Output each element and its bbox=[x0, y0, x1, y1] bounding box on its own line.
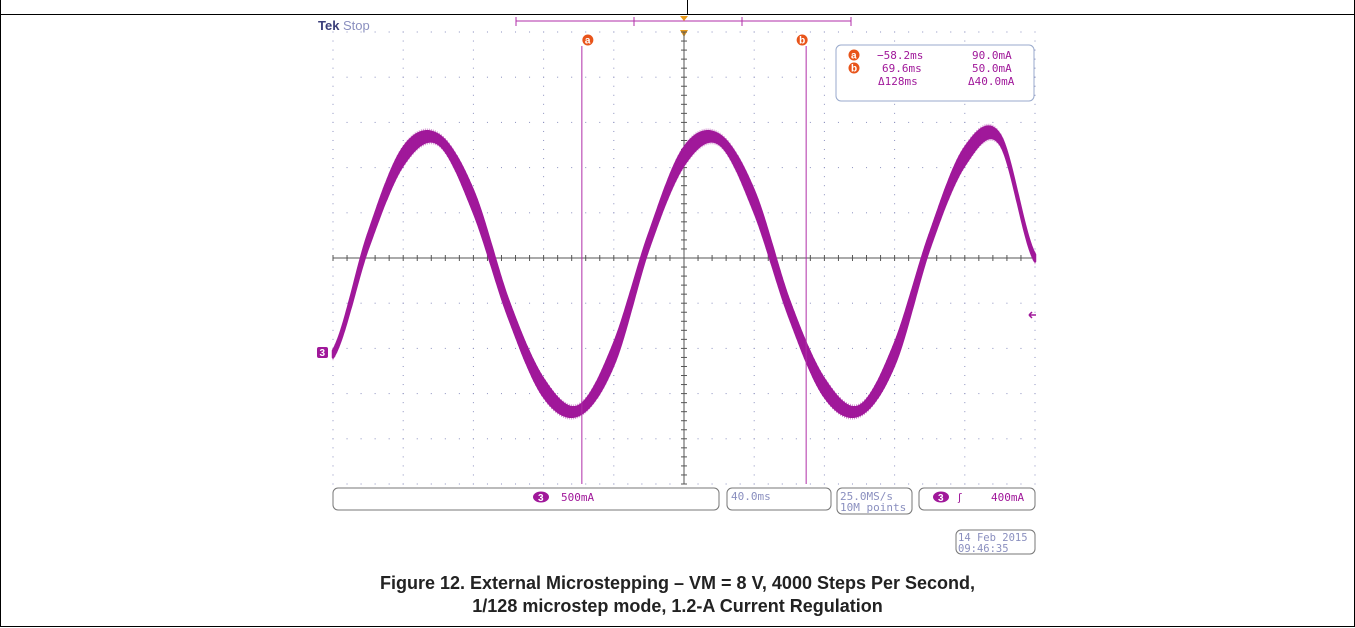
channel-3-ground-marker: 3 bbox=[317, 347, 328, 359]
record-length: 10M points bbox=[840, 501, 906, 514]
readout-delta-value: Δ40.0mA bbox=[968, 75, 1015, 88]
table-top-rule bbox=[0, 14, 1355, 15]
graticule bbox=[332, 31, 1036, 485]
brand-label: Tek bbox=[318, 18, 340, 33]
svg-text:a: a bbox=[851, 51, 857, 62]
readout-a-time: −58.2ms bbox=[877, 49, 923, 62]
readout-delta-time: Δ128ms bbox=[878, 75, 918, 88]
channel-scale: 500mA bbox=[561, 491, 594, 504]
cursor-b-badge bbox=[796, 34, 808, 46]
cursor-a-badge-label: a bbox=[585, 36, 591, 47]
readout-b-value: 50.0mA bbox=[972, 62, 1012, 75]
channel-scale-box[interactable] bbox=[332, 487, 720, 511]
trigger-level-icon bbox=[1028, 311, 1036, 319]
timebase-box[interactable] bbox=[726, 487, 832, 511]
waveform-noise bbox=[332, 123, 1036, 420]
time: 09:46:35 bbox=[958, 543, 1009, 555]
readout-a-value: 90.0mA bbox=[972, 49, 1012, 62]
trigger-slope-icon: ʃ bbox=[957, 491, 962, 504]
date: 14 Feb 2015 bbox=[958, 532, 1028, 544]
readout-cursor-b-badge: b bbox=[848, 62, 860, 75]
figure-caption-line-1: Figure 12. External Microstepping – VM =… bbox=[379, 573, 976, 593]
table-divider bbox=[687, 0, 688, 14]
trigger-box[interactable] bbox=[918, 487, 1036, 511]
timebase: 40.0ms bbox=[731, 490, 771, 503]
readout-cursor-a-badge: a bbox=[848, 49, 860, 62]
channel-scale-channel: 3 bbox=[538, 493, 544, 504]
svg-text:3: 3 bbox=[320, 348, 326, 359]
trigger-level: 400mA bbox=[991, 491, 1024, 504]
cursor-a-badge bbox=[582, 34, 594, 46]
figure-caption-line-2: 1/128 microstep mode, 1.2-A Current Regu… bbox=[472, 596, 883, 616]
sample-rate: 25.0MS/s bbox=[840, 490, 893, 503]
cursor-readout: a b −58.2ms 90.0mA 69.6ms 50.0mA Δ128ms … bbox=[835, 44, 1035, 102]
datetime-box bbox=[955, 529, 1036, 555]
trigger-source: 3 bbox=[938, 493, 944, 504]
waveform-trace bbox=[331, 123, 1037, 420]
cursor-b-badge-label: b bbox=[799, 36, 805, 47]
record-position-bar bbox=[515, 17, 852, 26]
acquisition-box[interactable] bbox=[836, 487, 913, 515]
status-bar: 3 500mA 40.0ms 25.0MS/s 10M points 3 ʃ 4… bbox=[332, 487, 1036, 555]
readout-b-time: 69.6ms bbox=[882, 62, 922, 75]
acquisition-state: Stop bbox=[343, 18, 370, 33]
svg-text:b: b bbox=[851, 64, 857, 75]
